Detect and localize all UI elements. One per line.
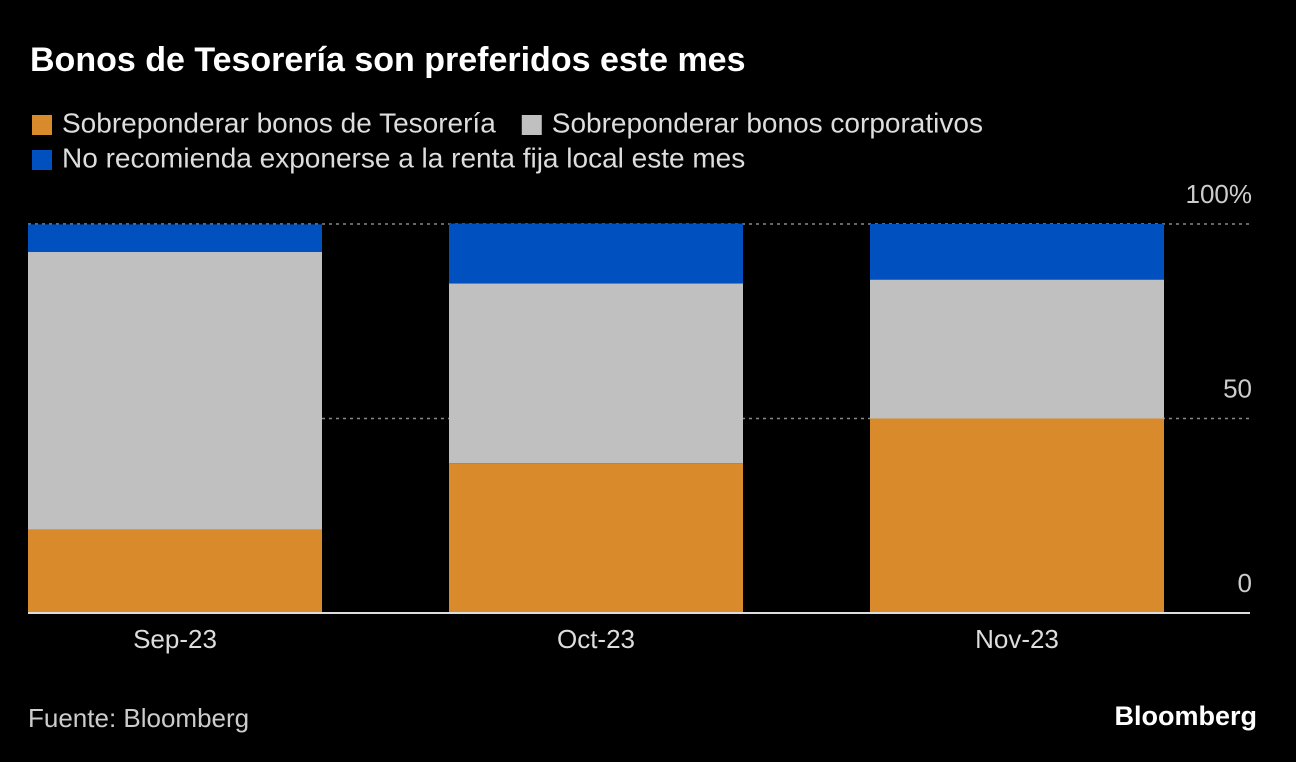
legend-label: Sobreponderar bonos de Tesorería	[62, 107, 496, 138]
legend-swatch	[521, 115, 542, 135]
bar-segment	[449, 223, 743, 284]
bar-segment	[870, 418, 1164, 613]
legend-label: No recomienda exponerse a la renta fija …	[62, 142, 745, 173]
y-tick-label: 100%	[1186, 179, 1253, 209]
bar-segment	[28, 529, 322, 613]
x-tick-label: Sep-23	[133, 624, 217, 654]
bar-segment	[870, 224, 1164, 280]
legend-swatch	[32, 150, 52, 170]
x-tick-label: Nov-23	[975, 624, 1059, 654]
source: Fuente: Bloomberg	[28, 703, 249, 733]
legend-label: Sobreponderar bonos corporativos	[552, 107, 983, 138]
brand-logo: Bloomberg	[1114, 701, 1257, 731]
bar-segment	[870, 279, 1164, 419]
chart-title: Bonos de Tesorería son preferidos este m…	[30, 41, 746, 79]
bar-segment	[449, 283, 743, 464]
bar-segment	[28, 224, 322, 253]
legend-swatch	[32, 115, 52, 135]
x-tick-label: Oct-23	[557, 624, 635, 654]
bar-segment	[449, 463, 743, 613]
bar-segment	[28, 252, 322, 530]
y-tick-label: 50	[1223, 373, 1252, 403]
y-tick-label: 0	[1238, 568, 1252, 598]
